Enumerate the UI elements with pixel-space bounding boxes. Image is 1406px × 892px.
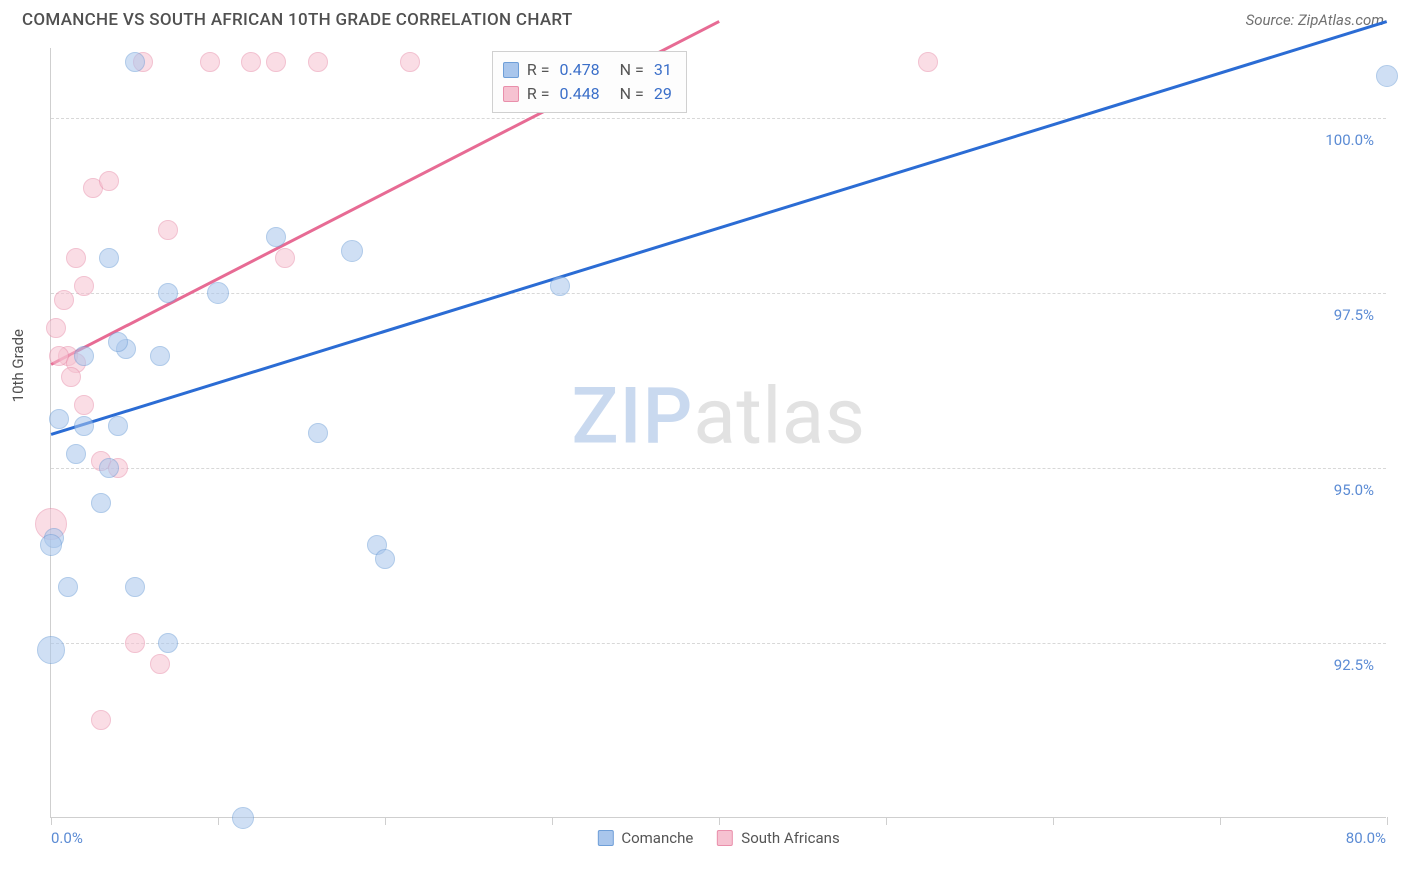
scatter-point-comanche	[150, 346, 170, 366]
scatter-point-comanche	[158, 283, 178, 303]
scatter-point-comanche	[66, 444, 86, 464]
chart-title: COMANCHE VS SOUTH AFRICAN 10TH GRADE COR…	[22, 10, 573, 30]
series-legend: Comanche South Africans	[597, 829, 839, 847]
scatter-point-south-africans	[54, 290, 74, 310]
legend-swatch	[597, 830, 613, 846]
source-prefix: Source:	[1246, 11, 1298, 29]
scatter-point-comanche	[58, 577, 78, 597]
regression-line-comanche	[51, 20, 1388, 435]
gridline	[51, 118, 1386, 119]
watermark-zip: ZIP	[571, 372, 693, 463]
r-value: 0.478	[559, 58, 599, 82]
r-label: R =	[527, 58, 550, 82]
scatter-point-comanche	[125, 52, 145, 72]
scatter-point-comanche	[158, 633, 178, 653]
scatter-point-comanche	[74, 416, 94, 436]
scatter-point-south-africans	[158, 220, 178, 240]
series-legend-label: South Africans	[741, 829, 839, 847]
r-value: 0.448	[559, 82, 599, 106]
scatter-point-south-africans	[61, 367, 81, 387]
scatter-point-comanche	[550, 276, 570, 296]
scatter-point-comanche	[37, 636, 65, 664]
scatter-point-comanche	[108, 332, 128, 352]
scatter-point-comanche	[1376, 65, 1398, 87]
n-label: N =	[620, 58, 644, 82]
scatter-point-south-africans	[74, 276, 94, 296]
series-legend-label: Comanche	[621, 829, 693, 847]
x-tick	[218, 817, 219, 825]
watermark-atlas: atlas	[693, 372, 865, 463]
scatter-point-south-africans	[200, 52, 220, 72]
n-label: N =	[620, 82, 644, 106]
gridline	[51, 468, 1386, 469]
scatter-point-south-africans	[400, 52, 420, 72]
r-label: R =	[527, 82, 550, 106]
stats-legend-row: R = 0.448 N = 29	[503, 82, 672, 106]
n-value: 31	[654, 58, 672, 82]
scatter-point-south-africans	[275, 248, 295, 268]
gridline	[51, 293, 1386, 294]
scatter-point-comanche	[49, 409, 69, 429]
x-tick-label-right: 80.0%	[1346, 829, 1386, 847]
scatter-point-comanche	[207, 282, 229, 304]
scatter-point-south-africans	[74, 395, 94, 415]
legend-swatch	[717, 830, 733, 846]
series-legend-item: Comanche	[597, 829, 693, 847]
x-tick	[385, 817, 386, 825]
y-tick-label: 97.5%	[1334, 306, 1374, 324]
scatter-point-south-africans	[918, 52, 938, 72]
scatter-point-south-africans	[99, 171, 119, 191]
x-tick	[51, 817, 52, 825]
legend-swatch	[503, 86, 519, 102]
series-legend-item: South Africans	[717, 829, 839, 847]
scatter-point-comanche	[341, 240, 363, 262]
scatter-point-south-africans	[46, 318, 66, 338]
y-tick-label: 95.0%	[1334, 481, 1374, 499]
n-value: 29	[654, 82, 672, 106]
gridline	[51, 643, 1386, 644]
scatter-point-south-africans	[91, 710, 111, 730]
legend-swatch	[503, 62, 519, 78]
watermark: ZIPatlas	[571, 372, 865, 463]
scatter-point-comanche	[375, 549, 395, 569]
x-tick	[886, 817, 887, 825]
scatter-point-south-africans	[150, 654, 170, 674]
x-tick	[1387, 817, 1388, 825]
scatter-point-comanche	[232, 807, 254, 829]
x-tick-label-left: 0.0%	[51, 829, 83, 847]
y-axis-title: 10th Grade	[9, 329, 27, 402]
scatter-point-comanche	[99, 458, 119, 478]
scatter-point-south-africans	[241, 52, 261, 72]
scatter-point-south-africans	[308, 52, 328, 72]
scatter-point-south-africans	[125, 633, 145, 653]
scatter-point-south-africans	[266, 52, 286, 72]
x-tick	[1220, 817, 1221, 825]
scatter-point-comanche	[99, 248, 119, 268]
x-tick	[719, 817, 720, 825]
scatter-point-comanche	[125, 577, 145, 597]
y-tick-label: 92.5%	[1334, 656, 1374, 674]
scatter-point-comanche	[108, 416, 128, 436]
scatter-point-comanche	[40, 534, 62, 556]
scatter-point-comanche	[266, 227, 286, 247]
scatter-point-south-africans	[66, 248, 86, 268]
y-tick-label: 100.0%	[1325, 131, 1374, 149]
chart-header: COMANCHE VS SOUTH AFRICAN 10TH GRADE COR…	[0, 0, 1406, 38]
stats-legend-row: R = 0.478 N = 31	[503, 58, 672, 82]
scatter-point-comanche	[91, 493, 111, 513]
scatter-point-comanche	[74, 346, 94, 366]
x-tick	[552, 817, 553, 825]
scatter-point-comanche	[308, 423, 328, 443]
stats-legend: R = 0.478 N = 31 R = 0.448 N = 29	[492, 51, 687, 113]
scatter-plot: ZIPatlas 92.5%95.0%97.5%100.0%0.0%80.0%R…	[50, 48, 1386, 818]
x-tick	[1053, 817, 1054, 825]
